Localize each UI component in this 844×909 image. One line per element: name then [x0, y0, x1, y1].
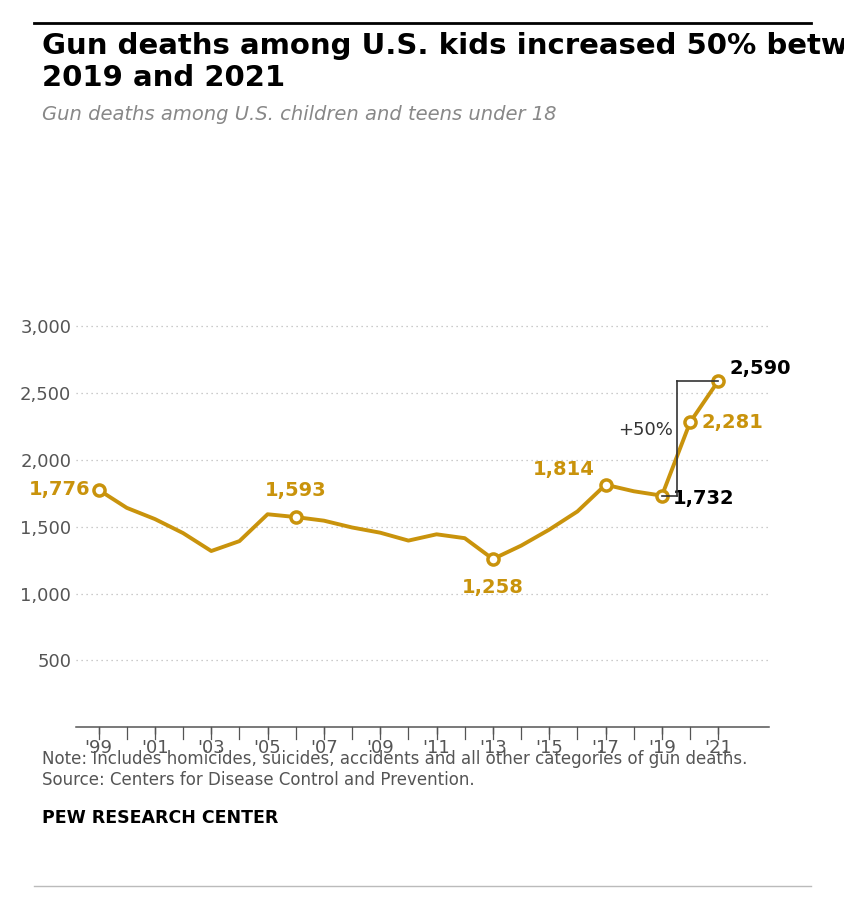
- Text: Gun deaths among U.S. children and teens under 18: Gun deaths among U.S. children and teens…: [42, 105, 556, 124]
- Text: 1,732: 1,732: [672, 489, 733, 508]
- Text: Source: Centers for Disease Control and Prevention.: Source: Centers for Disease Control and …: [42, 771, 474, 789]
- Text: 1,814: 1,814: [532, 460, 594, 479]
- Text: PEW RESEARCH CENTER: PEW RESEARCH CENTER: [42, 809, 279, 827]
- Text: +50%: +50%: [618, 421, 673, 439]
- Text: Note: Includes homicides, suicides, accidents and all other categories of gun de: Note: Includes homicides, suicides, acci…: [42, 750, 747, 768]
- Text: 1,258: 1,258: [462, 578, 523, 597]
- Text: 2,281: 2,281: [701, 413, 762, 432]
- Text: 2019 and 2021: 2019 and 2021: [42, 64, 285, 92]
- Text: 1,593: 1,593: [265, 482, 326, 500]
- Text: 2,590: 2,590: [728, 359, 790, 378]
- Text: Gun deaths among U.S. kids increased 50% between: Gun deaths among U.S. kids increased 50%…: [42, 32, 844, 60]
- Text: 1,776: 1,776: [29, 480, 90, 499]
